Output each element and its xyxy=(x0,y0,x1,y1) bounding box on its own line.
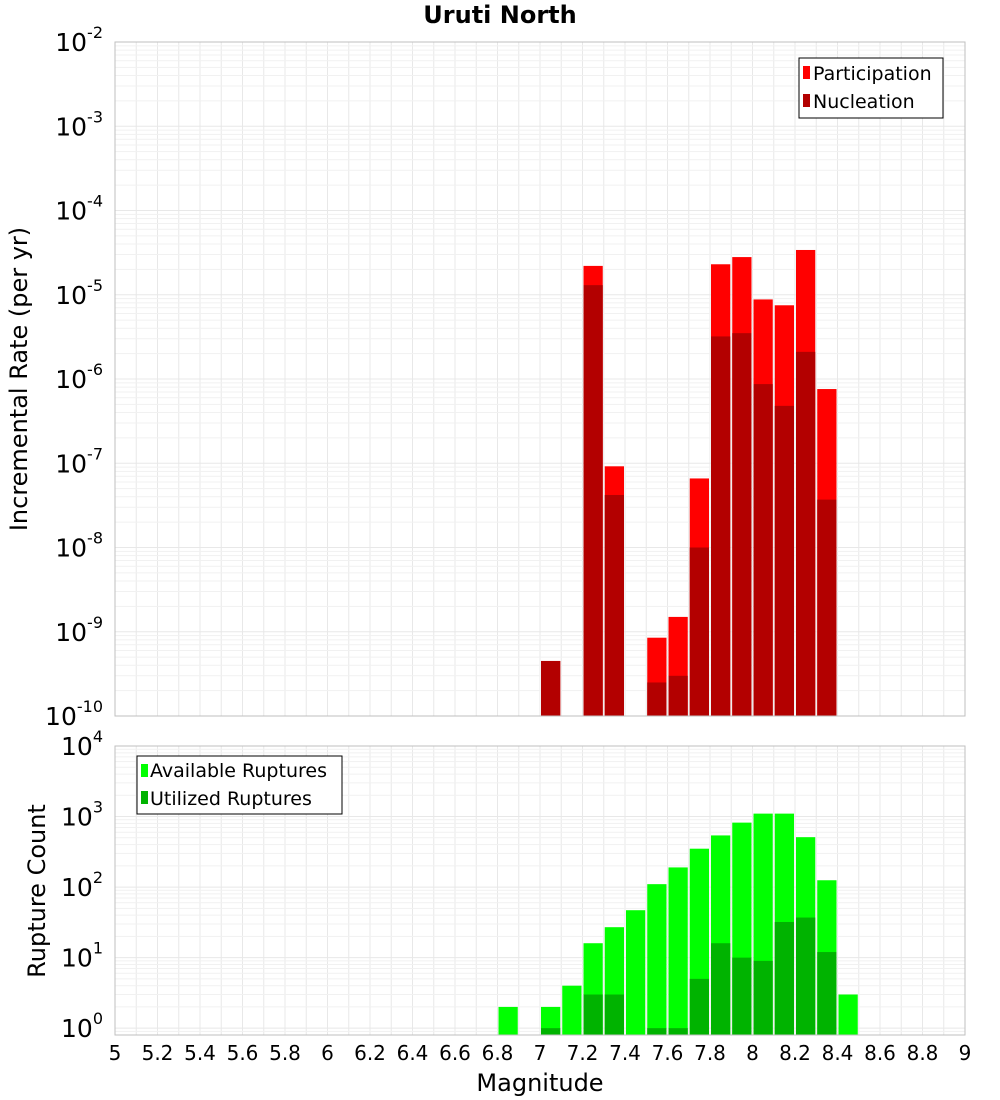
bar-available-ruptures xyxy=(668,867,688,1035)
x-axis-label: Magnitude xyxy=(476,1069,603,1097)
y-tick-label: 10-9 xyxy=(55,613,103,647)
bar-nucleation xyxy=(711,336,731,716)
top-plot-bars xyxy=(541,249,837,716)
legend-box xyxy=(798,57,944,119)
y-tick-label: 10-5 xyxy=(55,276,103,310)
bar-nucleation xyxy=(647,682,667,716)
top-plot-grid xyxy=(114,41,966,717)
bar-utilized-ruptures xyxy=(604,994,624,1035)
bottom-plot-frame xyxy=(114,745,966,1036)
legend-label-nucleation: Nucleation xyxy=(813,91,915,113)
bar-available-ruptures xyxy=(647,884,667,1035)
bar-nucleation xyxy=(732,333,752,716)
bar-utilized-ruptures xyxy=(753,960,773,1035)
bar-utilized-ruptures xyxy=(711,943,731,1035)
legend-label-utilized: Utilized Ruptures xyxy=(150,788,312,810)
x-tick-label: 5.6 xyxy=(227,1041,259,1065)
bar-available-ruptures xyxy=(838,994,858,1035)
x-tick-label: 8.6 xyxy=(864,1041,896,1065)
bar-utilized-ruptures xyxy=(796,917,816,1035)
y-tick-label: 10-2 xyxy=(55,23,103,57)
x-tick-label: 6.2 xyxy=(354,1041,386,1065)
bar-utilized-ruptures xyxy=(774,921,794,1035)
x-tick-label: 6 xyxy=(321,1041,334,1065)
x-tick-label: 6.4 xyxy=(397,1041,429,1065)
bar-available-ruptures xyxy=(626,910,646,1035)
x-tick-label: 6.6 xyxy=(439,1041,471,1065)
x-tick-label: 7 xyxy=(534,1041,547,1065)
y-tick-label: 10-8 xyxy=(55,529,103,563)
bar-nucleation xyxy=(583,285,603,716)
x-tick-label: 7.4 xyxy=(609,1041,641,1065)
y-tick-label: 102 xyxy=(61,868,103,902)
bar-nucleation xyxy=(753,384,773,716)
x-tick-label: 5.8 xyxy=(269,1041,301,1065)
chart-title: Uruti North xyxy=(423,1,576,29)
bar-nucleation xyxy=(796,351,816,716)
x-tick-label: 8 xyxy=(746,1041,759,1065)
y-tick-label: 10-10 xyxy=(45,697,103,731)
bottom-y-axis-label: Rupture Count xyxy=(23,804,51,978)
bottom-plot-bars xyxy=(498,813,858,1035)
legend-swatch-nucleation xyxy=(803,94,810,107)
legend-box xyxy=(136,755,343,815)
x-tick-label: 8.4 xyxy=(822,1041,854,1065)
y-tick-label: 100 xyxy=(61,1009,103,1043)
x-tick-label: 9 xyxy=(959,1041,972,1065)
x-tick-label: 5.2 xyxy=(142,1041,174,1065)
y-tick-label: 10-3 xyxy=(55,107,103,141)
bar-available-ruptures xyxy=(562,985,582,1035)
bar-nucleation xyxy=(668,675,688,716)
bar-available-ruptures xyxy=(498,1006,518,1035)
bar-nucleation xyxy=(689,547,709,716)
bar-nucleation xyxy=(541,660,561,716)
legend-swatch-participation xyxy=(803,66,810,79)
x-tick-label: 7.2 xyxy=(567,1041,599,1065)
y-tick-label: 101 xyxy=(61,939,103,973)
bar-utilized-ruptures xyxy=(689,978,709,1035)
bar-utilized-ruptures xyxy=(583,994,603,1035)
bar-utilized-ruptures xyxy=(647,1028,667,1035)
bar-nucleation xyxy=(817,499,837,716)
bar-utilized-ruptures xyxy=(668,1028,688,1035)
y-tick-label: 103 xyxy=(61,798,103,832)
bar-nucleation xyxy=(604,494,624,716)
top-legend: Participation Nucleation xyxy=(798,57,944,119)
top-plot-frame xyxy=(114,41,966,717)
x-tick-label: 6.8 xyxy=(482,1041,514,1065)
x-tick-label: 5 xyxy=(109,1041,122,1065)
y-tick-label: 10-4 xyxy=(55,192,103,226)
legend-label-participation: Participation xyxy=(813,63,932,85)
x-tick-labels: 5 5.2 5.4 5.6 5.8 6 6.2 6.4 6.6 6.8 7 7.2 7.4 7.6 7.8 8… xyxy=(109,1041,972,1065)
top-y-tick-labels: 10-2 10-3 10-4 10-5 10-6 10-7 10-8 10-9 10-10 xyxy=(45,23,103,731)
top-y-axis-label: Incremental Rate (per yr) xyxy=(5,227,33,531)
x-tick-label: 7.8 xyxy=(694,1041,726,1065)
y-tick-label: 10-6 xyxy=(55,360,103,394)
y-tick-label: 104 xyxy=(61,727,103,761)
legend-swatch-utilized xyxy=(141,791,148,804)
x-tick-label: 8.8 xyxy=(907,1041,939,1065)
x-tick-label: 8.2 xyxy=(779,1041,811,1065)
bar-utilized-ruptures xyxy=(732,957,752,1035)
legend-swatch-available xyxy=(141,764,148,777)
bar-utilized-ruptures xyxy=(817,952,837,1035)
x-tick-label: 7.6 xyxy=(652,1041,684,1065)
bar-nucleation xyxy=(774,405,794,716)
bottom-y-tick-labels: 104 103 102 101 100 xyxy=(61,727,103,1043)
bottom-legend: Available Ruptures Utilized Ruptures xyxy=(136,755,343,815)
bar-utilized-ruptures xyxy=(541,1028,561,1035)
bar-available-ruptures xyxy=(541,1006,561,1035)
legend-label-available: Available Ruptures xyxy=(150,760,327,782)
y-tick-label: 10-7 xyxy=(55,444,103,478)
x-tick-label: 5.4 xyxy=(184,1041,216,1065)
